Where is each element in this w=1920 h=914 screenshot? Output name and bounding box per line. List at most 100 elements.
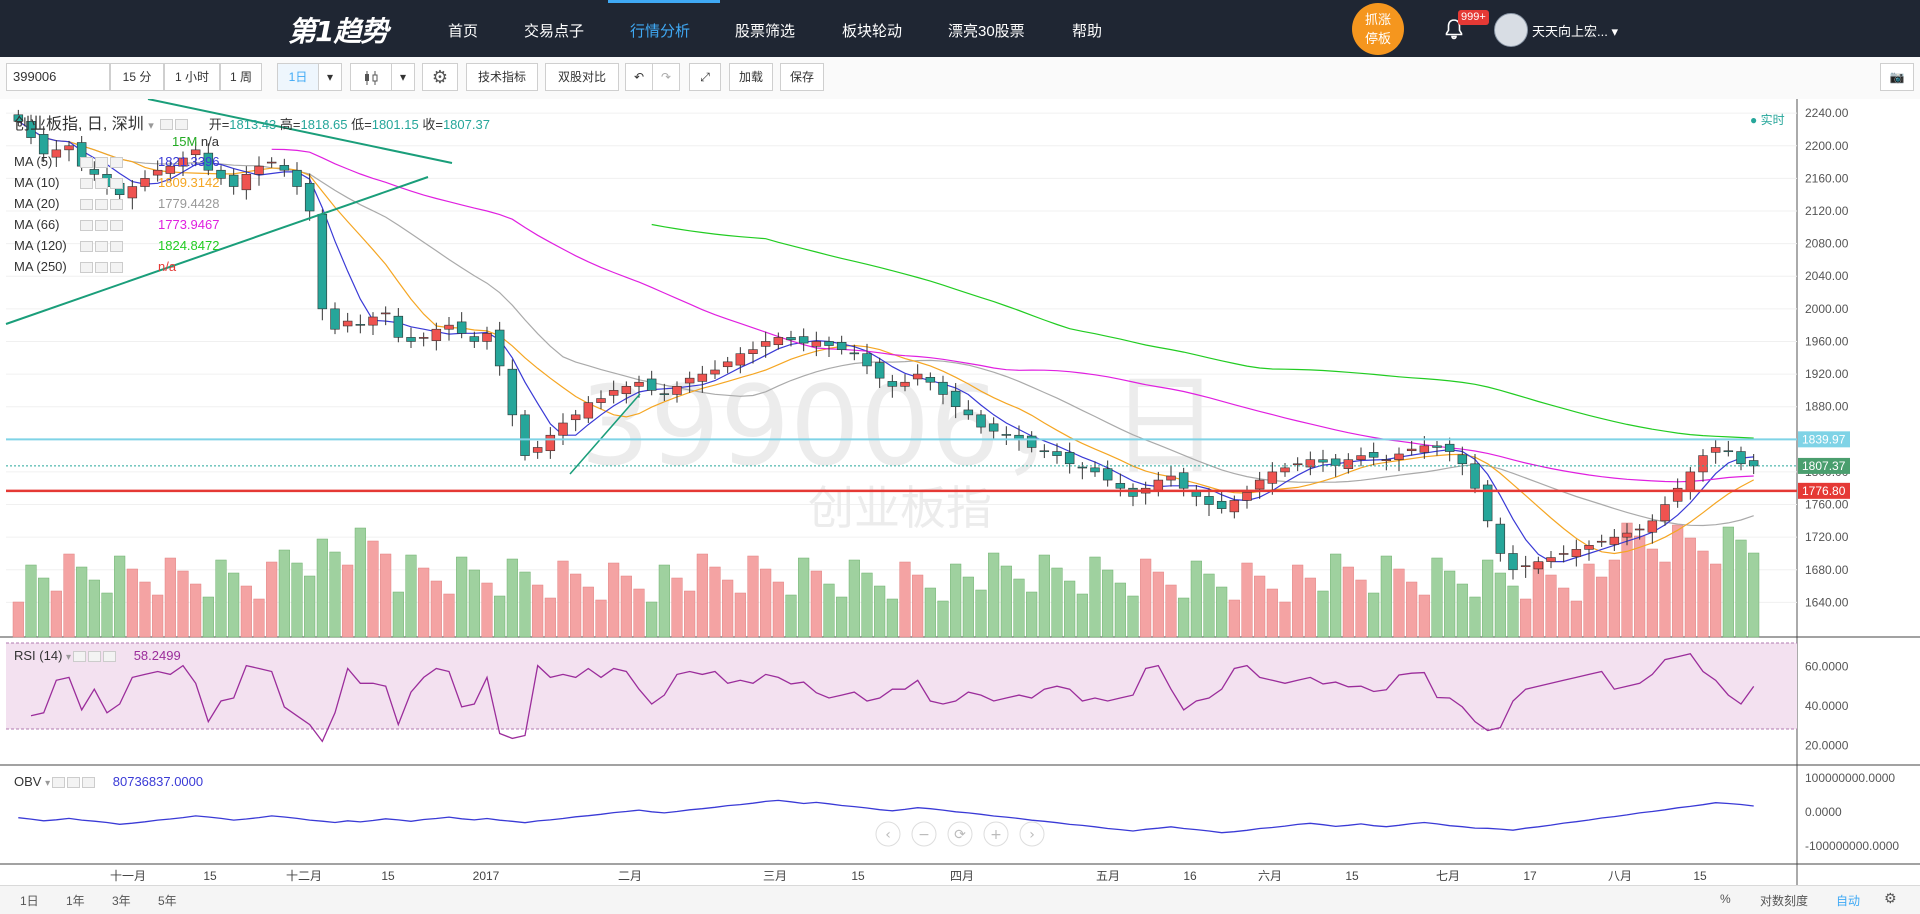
time-label: 15 [1345, 869, 1359, 883]
ma-eye-icon[interactable] [80, 262, 93, 274]
interval-1h[interactable]: 1 小时 [164, 63, 220, 91]
nav-control-icon: − [918, 827, 930, 843]
obv-eye-icon[interactable] [52, 777, 66, 789]
compare-button[interactable]: 双股对比 [545, 63, 619, 91]
candle-body [710, 369, 720, 375]
ma-label: MA (250) [14, 259, 67, 274]
avatar[interactable] [1494, 13, 1528, 47]
range-1y[interactable]: 1年 [66, 894, 85, 908]
ma-close-icon[interactable] [110, 241, 123, 253]
nav-trade-ideas[interactable]: 交易点子 [524, 23, 585, 40]
candle-body [380, 312, 391, 315]
candle-body [950, 390, 961, 407]
ma-settings-icon[interactable] [95, 241, 108, 253]
chart-type-button[interactable] [350, 63, 392, 91]
fullscreen-button[interactable]: ⤢ [689, 63, 721, 91]
settings-button[interactable]: ⚙ [422, 63, 458, 91]
range-3y[interactable]: 3年 [112, 894, 131, 908]
candle-body [976, 414, 986, 428]
candle-body [13, 114, 24, 122]
range-5y[interactable]: 5年 [158, 894, 177, 908]
camera-icon: 📷 [1889, 70, 1905, 84]
ma-value: 1779.4428 [158, 196, 220, 211]
chart-type-dropdown[interactable]: ▾ [391, 63, 415, 91]
ma-close-icon[interactable] [110, 178, 123, 190]
interval-dropdown[interactable]: ▾ [318, 63, 342, 91]
ma-settings-icon[interactable] [95, 262, 108, 274]
ma-settings-icon[interactable] [95, 157, 108, 169]
undo-button[interactable]: ↶ [625, 63, 653, 91]
nav-home[interactable]: 首页 [448, 23, 479, 40]
volume-bar [1469, 596, 1481, 638]
candle-body [520, 414, 530, 456]
candle-body [469, 336, 480, 342]
range-1d[interactable]: 1日 [20, 894, 39, 908]
volume-bar [1114, 582, 1126, 638]
nav-help[interactable]: 帮助 [1072, 23, 1103, 40]
interval-1d[interactable]: 1日 [277, 63, 319, 91]
nav-sector-rotation[interactable]: 板块轮动 [842, 23, 903, 40]
ma-close-icon[interactable] [110, 199, 123, 211]
ma-eye-icon[interactable] [80, 157, 93, 169]
obv-close-icon[interactable] [82, 777, 96, 789]
rsi-eye-icon[interactable] [73, 651, 87, 663]
time-label: 十一月 [110, 869, 146, 883]
gear-icon[interactable]: ⚙ [1884, 890, 1897, 906]
symbol-input[interactable]: 399006 [6, 63, 110, 91]
promo-line2: 停板 [1364, 31, 1391, 46]
candle-body [1546, 557, 1556, 562]
volume-bar [1456, 583, 1468, 638]
interval-1w[interactable]: 1 周 [220, 63, 262, 91]
rsi-settings-icon[interactable] [88, 651, 102, 663]
chart-canvas[interactable]: 2240.00 2200.00 2160.00 2120.00 2080.00 2040.… [0, 99, 1920, 885]
promo-button[interactable]: 抓涨 停板 [1352, 3, 1404, 55]
auto-scale-toggle[interactable]: 自动 [1836, 894, 1861, 908]
legend-settings-icon[interactable] [175, 119, 189, 131]
percent-toggle[interactable]: % [1720, 892, 1731, 906]
time-label: 八月 [1608, 869, 1632, 883]
ma-eye-icon[interactable] [80, 241, 93, 253]
nav-market-analysis[interactable]: 行情分析 [630, 23, 691, 40]
volume-bar [253, 598, 265, 638]
redo-button[interactable]: ↷ [652, 63, 680, 91]
ma-settings-icon[interactable] [95, 220, 108, 232]
ma-close-icon[interactable] [110, 262, 123, 274]
ma-settings-icon[interactable] [95, 178, 108, 190]
candle-body [1482, 484, 1493, 522]
candle-body [1166, 475, 1176, 481]
screenshot-button[interactable]: 📷 [1880, 63, 1914, 91]
ma-close-icon[interactable] [110, 157, 123, 169]
nav-stock-screener[interactable]: 股票筛选 [735, 23, 796, 40]
candle-body [1292, 463, 1303, 466]
obv-settings-icon[interactable] [67, 777, 81, 789]
interval-15m[interactable]: 15 分 [110, 63, 164, 91]
ma-close-icon[interactable] [110, 220, 123, 232]
trendline-lower [5, 176, 429, 325]
candle-body [165, 165, 176, 174]
candle-body [532, 447, 543, 453]
ma-eye-icon[interactable] [80, 199, 93, 211]
bell-icon[interactable] [1442, 17, 1466, 41]
nav-top30[interactable]: 漂亮30股票 [948, 23, 1025, 40]
rsi-close-icon[interactable] [103, 651, 117, 663]
ma-label: MA (20) [14, 196, 60, 211]
ma-settings-icon[interactable] [95, 199, 108, 211]
volume-bar [810, 570, 822, 638]
volume-bar [190, 583, 202, 638]
ma-eye-icon[interactable] [80, 178, 93, 190]
ma-eye-icon[interactable] [80, 220, 93, 232]
username[interactable]: 天天向上宏... ▾ [1532, 24, 1618, 39]
indicators-button[interactable]: 技术指标 [466, 63, 538, 91]
volume-bar [1558, 587, 1570, 638]
load-button[interactable]: 加载 [729, 63, 773, 91]
volume-bar [1127, 595, 1139, 638]
volume-bar [114, 555, 126, 638]
legend-eye-icon[interactable] [160, 119, 174, 131]
log-scale-toggle[interactable]: 对数刻度 [1760, 894, 1809, 908]
volume-bar [1520, 598, 1532, 638]
save-button[interactable]: 保存 [780, 63, 824, 91]
candle-body [1710, 447, 1721, 453]
logo[interactable]: 第1趋势 [288, 15, 388, 48]
nav-control-icon: + [990, 827, 1002, 843]
candle-body [659, 393, 670, 395]
